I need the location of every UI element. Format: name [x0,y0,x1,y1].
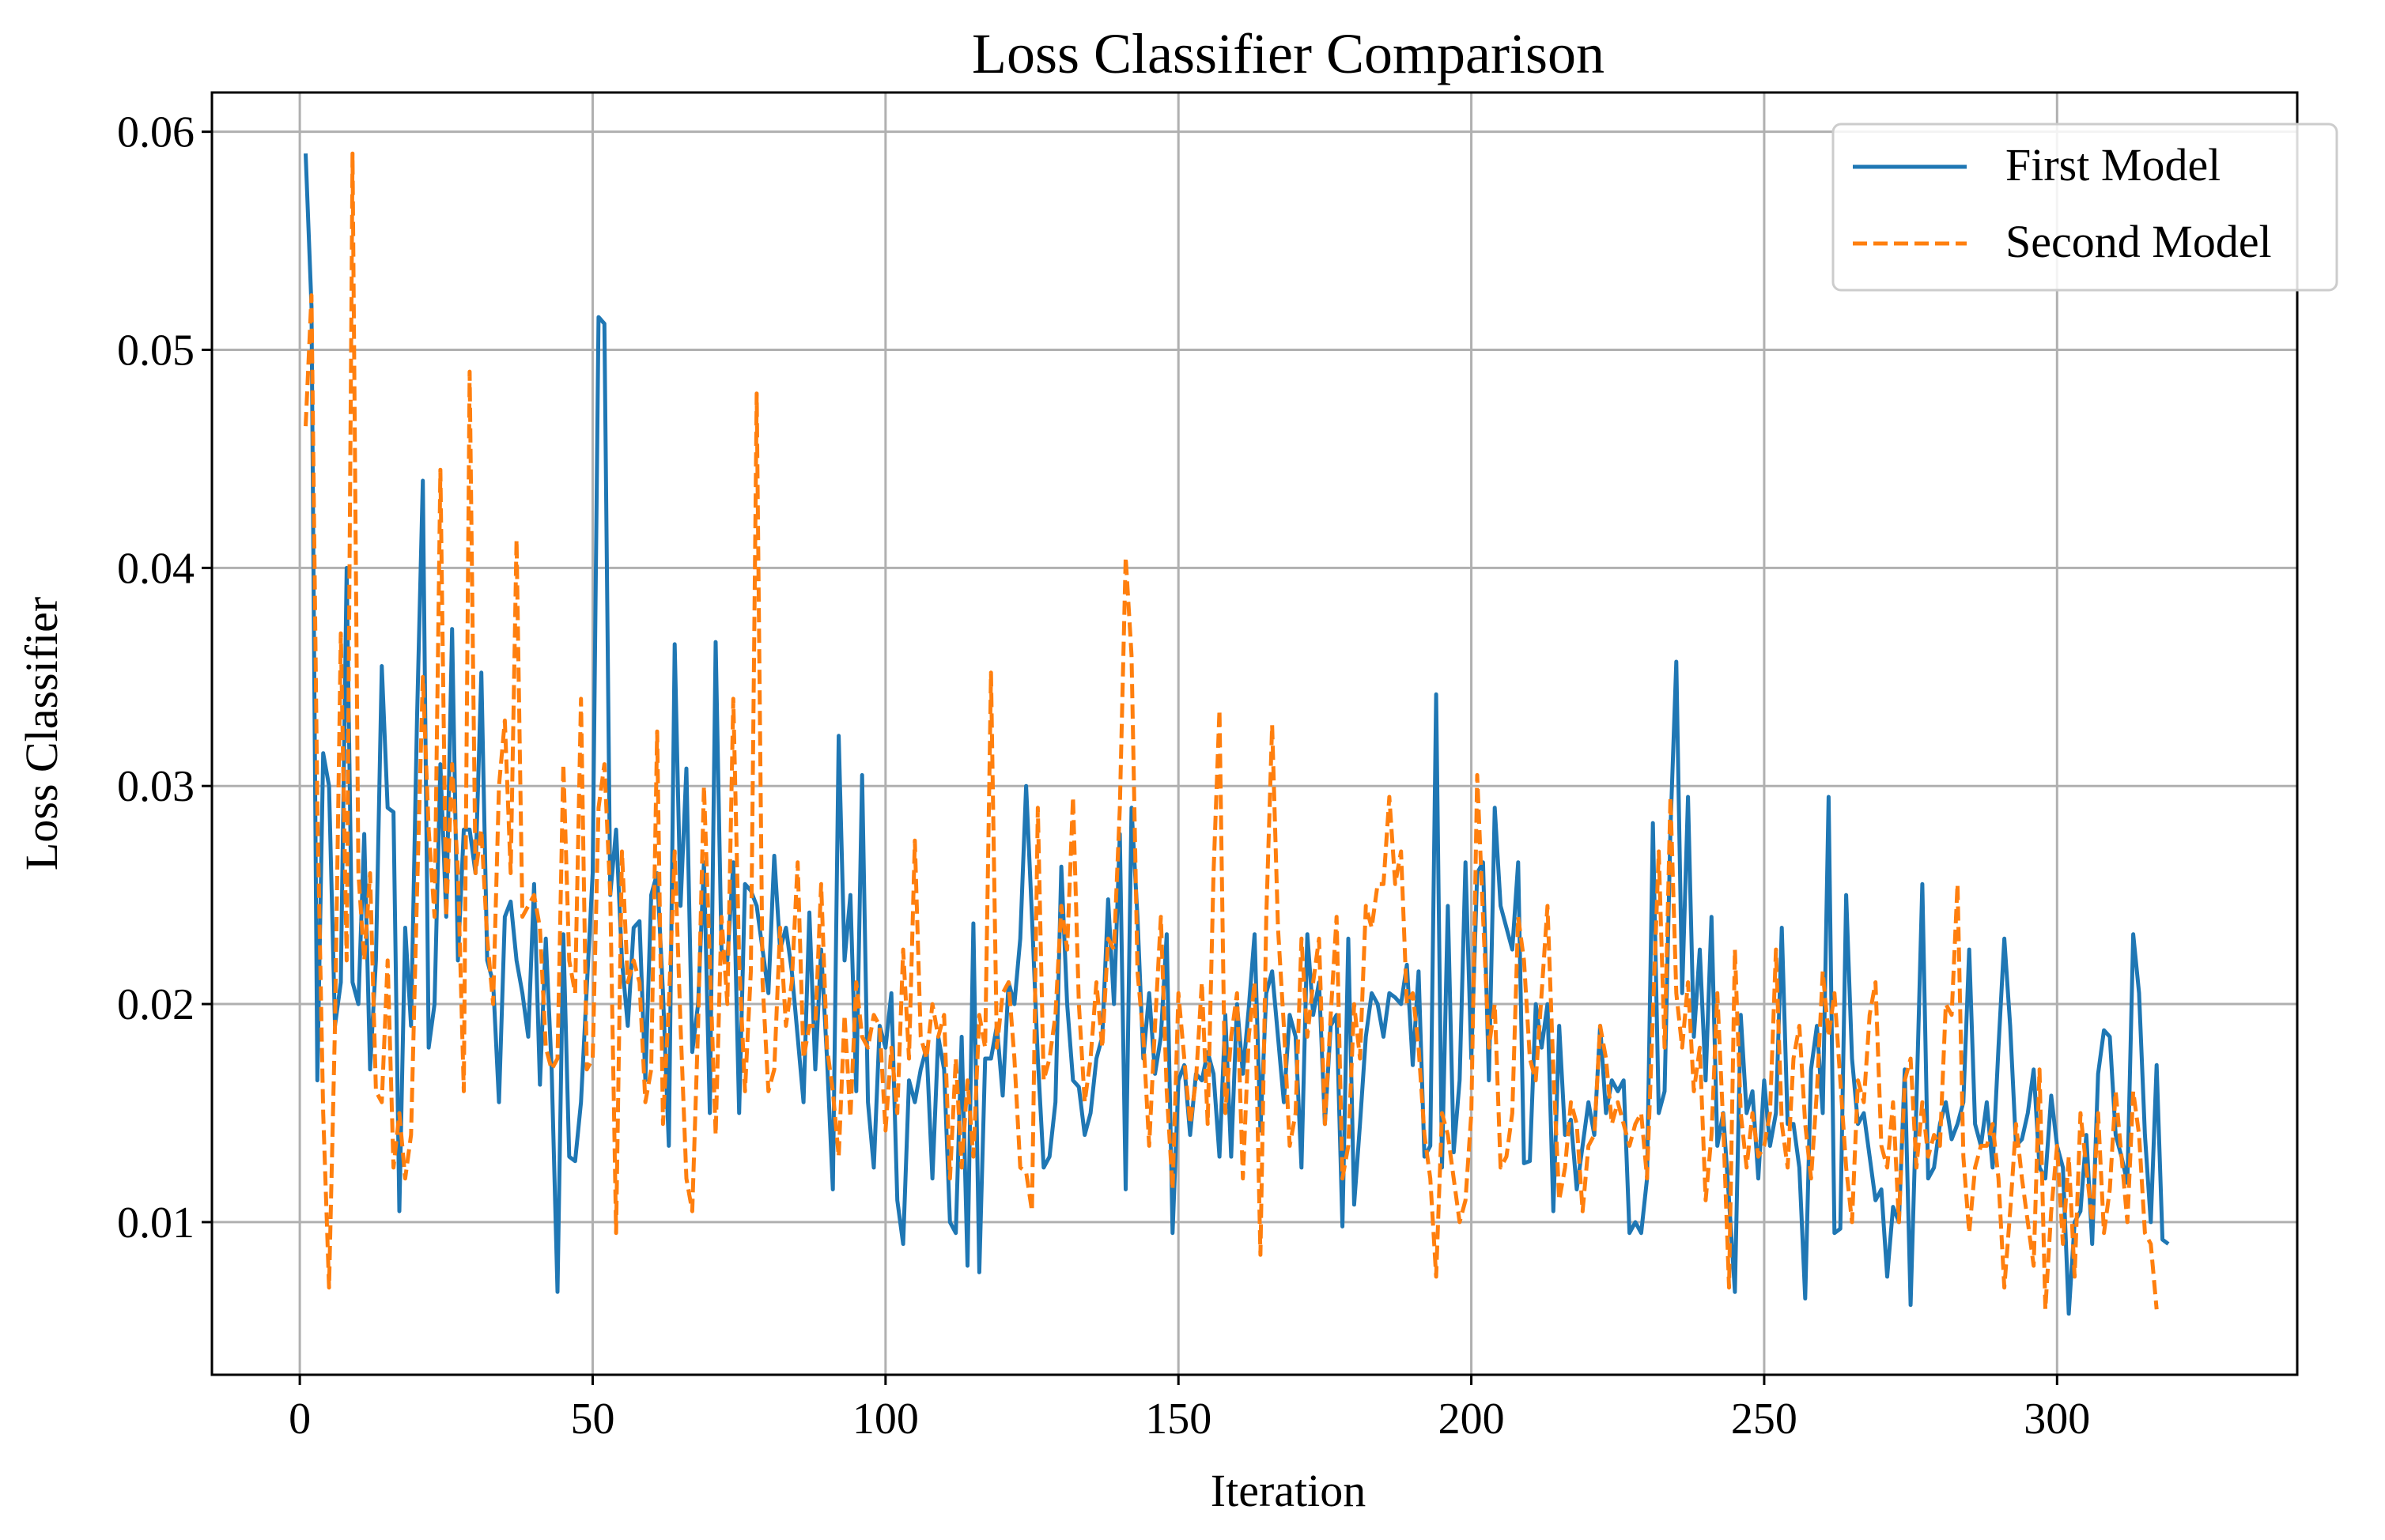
x-tick-label: 250 [1731,1395,1797,1444]
series-lines [304,151,2170,1316]
legend-label-first-model: First Model [2005,139,2221,191]
axis-ticks: 0 50 100 150 200 250 300 0.01 0.02 0.03 0.04 0.05 0.… [117,108,2090,1444]
y-tick-label: 0.04 [117,544,195,593]
series-line-second-model [304,151,2159,1312]
x-tick-label: 150 [1145,1395,1211,1444]
legend: First Model Second Model [1831,123,2338,292]
y-tick-label: 0.02 [117,980,195,1029]
y-tick-label: 0.05 [117,326,195,376]
x-tick-label: 300 [2024,1395,2090,1444]
y-tick-label: 0.03 [117,762,195,811]
x-tick-label: 100 [852,1395,919,1444]
plot-frame [210,91,2299,1376]
y-tick-label: 0.01 [117,1198,195,1247]
y-tick-label: 0.06 [117,108,195,157]
x-tick-label: 0 [289,1395,311,1444]
series-line-first-model [304,153,2170,1316]
legend-label-second-model: Second Model [2005,216,2272,267]
x-axis-label: Iteration [1211,1465,1366,1516]
y-axis-label: Loss Classifier [16,597,67,870]
x-tick-label: 200 [1438,1395,1505,1444]
x-tick-label: 50 [570,1395,614,1444]
chart-title: Loss Classifier Comparison [972,22,1604,85]
